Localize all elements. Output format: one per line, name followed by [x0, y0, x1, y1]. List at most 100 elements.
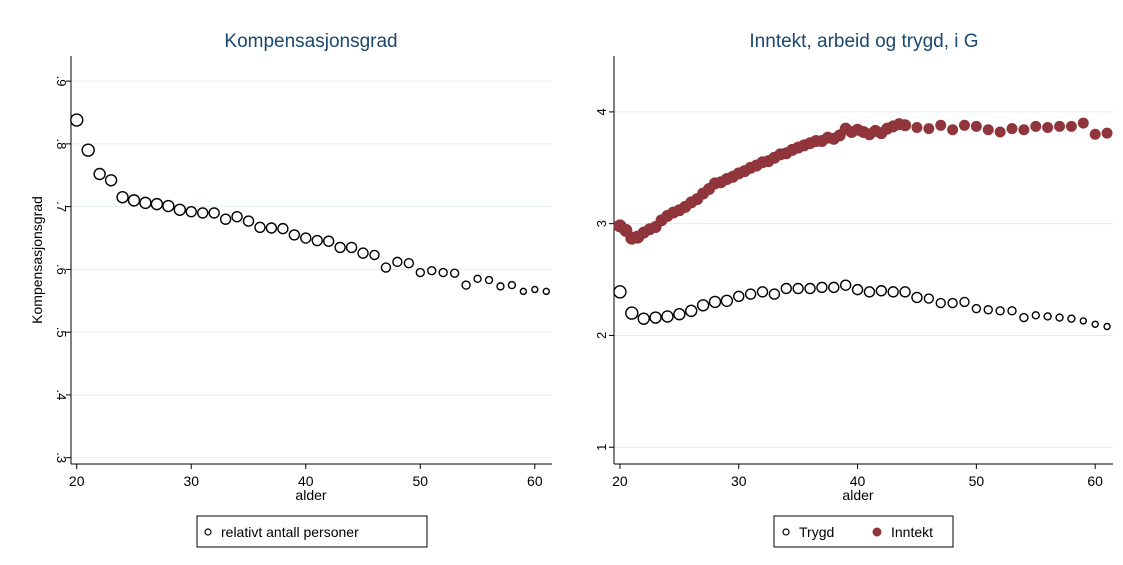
data-point-relativt-antall-personer [242, 215, 255, 227]
data-point-trygd [673, 308, 686, 321]
y-tick-label: .3 [54, 452, 69, 463]
data-point-relativt-antall-personer [507, 280, 517, 290]
x-tick-label: 50 [413, 473, 429, 489]
data-point-relativt-antall-personer [542, 287, 550, 296]
data-point-trygd [863, 286, 876, 298]
data-point-trygd [887, 286, 899, 298]
data-point-relativt-antall-personer [116, 191, 129, 204]
data-point-relativt-antall-personer [288, 229, 301, 241]
data-point-relativt-antall-personer [415, 267, 425, 278]
data-point-relativt-antall-personer [173, 203, 186, 216]
data-point-trygd [828, 281, 840, 294]
data-point-trygd [971, 303, 982, 314]
chart-title-left: Kompensasjonsgrad [224, 31, 397, 52]
data-point-inntekt [982, 124, 994, 136]
data-point-relativt-antall-personer [311, 234, 323, 247]
data-point-relativt-antall-personer [300, 232, 312, 244]
data-point-relativt-antall-personer [219, 213, 232, 225]
data-point-relativt-antall-personer [81, 143, 95, 157]
data-point-trygd [875, 285, 888, 297]
data-point-trygd [625, 306, 639, 320]
data-point-relativt-antall-personer [334, 241, 346, 254]
data-point-trygd [1031, 311, 1040, 320]
data-point-trygd [696, 299, 710, 312]
data-point-inntekt [1006, 123, 1018, 135]
legend-marker-relativt [204, 528, 212, 536]
data-point-relativt-antall-personer [139, 196, 152, 210]
data-point-trygd [744, 288, 757, 300]
data-point-trygd [995, 306, 1005, 316]
data-point-trygd [1043, 312, 1052, 321]
x-ticks-left: 20 30 40 50 60 [69, 464, 543, 489]
y-tick-label: 4 [594, 108, 609, 115]
data-points-right [613, 117, 1113, 331]
data-point-relativt-antall-personer [93, 167, 106, 181]
data-point-trygd [792, 282, 804, 295]
data-point-inntekt [1018, 124, 1030, 136]
data-point-relativt-antall-personer [484, 275, 494, 285]
data-points-left [70, 113, 550, 296]
data-point-trygd [613, 285, 627, 299]
data-point-trygd [899, 286, 911, 298]
x-tick-label: 50 [969, 473, 985, 489]
data-point-trygd [935, 297, 946, 309]
data-point-inntekt [1030, 120, 1042, 132]
data-point-inntekt [970, 120, 982, 132]
gridlines-right [614, 111, 1113, 448]
data-point-relativt-antall-personer [265, 222, 278, 234]
data-point-relativt-antall-personer [461, 280, 471, 290]
data-point-trygd [1079, 317, 1087, 325]
data-point-trygd [1067, 314, 1076, 323]
legend-box-left [196, 515, 428, 548]
data-point-trygd [923, 293, 935, 304]
data-point-trygd [685, 304, 698, 318]
data-point-relativt-antall-personer [380, 262, 392, 273]
chart-title-right: Inntekt, arbeid og trygd, i G [749, 31, 978, 52]
data-point-relativt-antall-personer [185, 205, 197, 218]
x-tick-label: 40 [850, 473, 866, 489]
data-point-relativt-antall-personer [449, 268, 460, 278]
data-point-trygd [983, 305, 993, 315]
data-point-trygd [1007, 306, 1017, 316]
data-point-trygd [959, 296, 970, 308]
legend-label-trygd: Trygd [799, 524, 834, 540]
data-point-trygd [780, 282, 792, 295]
data-point-trygd [637, 312, 650, 325]
data-point-relativt-antall-personer [369, 249, 380, 261]
legend-label-inntekt: Inntekt [891, 524, 933, 540]
data-point-relativt-antall-personer [127, 194, 141, 207]
y-tick-label: .7 [54, 201, 69, 212]
data-point-trygd [911, 291, 923, 304]
data-point-inntekt [958, 119, 970, 131]
data-point-trygd [851, 283, 864, 296]
legend-left: relativt antall personer [196, 515, 428, 548]
y-ticks-right: 1 2 3 4 [594, 108, 614, 451]
data-point-inntekt [1054, 120, 1066, 132]
legend-box-right [773, 515, 954, 548]
y-tick-label: .8 [54, 138, 69, 149]
x-tick-label: 20 [69, 473, 85, 489]
panel-left: Kompensasjonsgrad .3 .4 .5 .6 .7 .8 .9 20 30 40 5… [29, 31, 552, 548]
data-point-trygd [768, 288, 781, 300]
data-point-inntekt [1089, 128, 1101, 140]
x-axis-label-right: alder [842, 487, 873, 503]
data-point-relativt-antall-personer [438, 267, 448, 278]
data-point-relativt-antall-personer [519, 287, 528, 296]
plot-area-left [71, 56, 552, 464]
data-point-trygd [649, 311, 662, 324]
data-point-inntekt [911, 122, 923, 134]
data-point-trygd [947, 297, 958, 309]
x-tick-label: 40 [298, 473, 314, 489]
y-axis-label-left: Kompensasjonsgrad [29, 196, 45, 324]
plot-area-right [614, 56, 1113, 464]
data-point-relativt-antall-personer [357, 247, 369, 259]
data-point-relativt-antall-personer [231, 210, 243, 223]
data-point-trygd [1055, 313, 1064, 322]
gridlines-left [71, 80, 552, 459]
data-point-relativt-antall-personer [162, 199, 175, 213]
legend-marker-inntekt [872, 527, 882, 537]
y-tick-label: 3 [594, 220, 609, 227]
x-tick-label: 60 [527, 473, 543, 489]
data-point-trygd [708, 295, 722, 309]
